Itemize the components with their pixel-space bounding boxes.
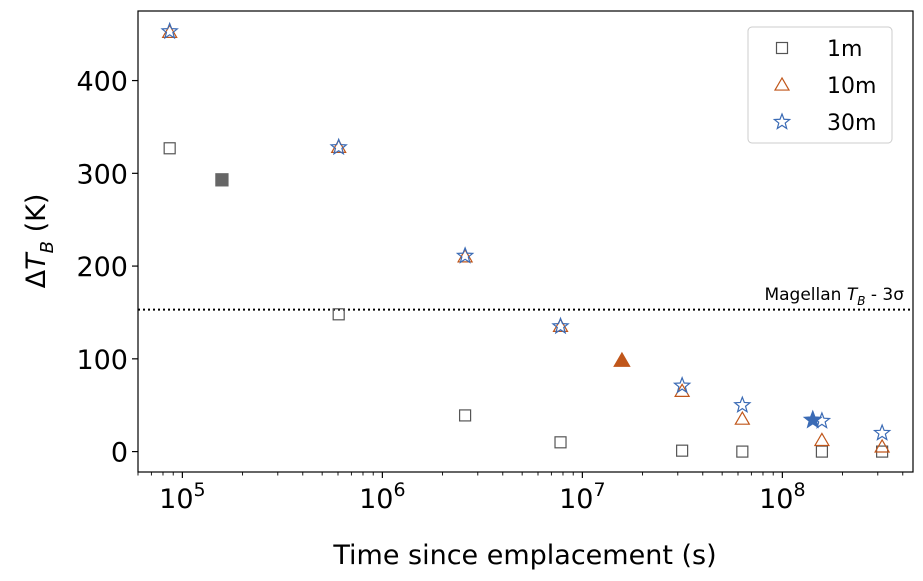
y-axis-label: ΔTB (K): [21, 194, 58, 289]
highlighted-point-triangle: [613, 351, 631, 367]
x-tick-label: 105: [159, 479, 205, 515]
y-tick-label: 300: [76, 159, 128, 190]
highlighted-point-square: [215, 173, 229, 187]
data-point-10m: [674, 383, 691, 397]
data-point-30m: [672, 376, 692, 394]
data-point-30m: [329, 137, 348, 156]
y-axis: 0 100 200 300 400: [76, 67, 138, 469]
x-tick-label: 106: [359, 479, 405, 515]
legend-label-30m: 30m: [827, 111, 876, 136]
highlighted-point-star: [802, 409, 823, 429]
data-point-10m: [457, 248, 474, 263]
plot-area: [138, 21, 913, 458]
legend-marker-1m: [775, 41, 789, 55]
data-point-1m: [332, 308, 345, 321]
magellan-annotation: Magellan TB - 3σ: [764, 285, 904, 308]
data-point-10m: [161, 24, 178, 38]
x-tick-label: 107: [559, 479, 605, 515]
x-tick-label: 108: [759, 479, 805, 515]
data-point-1m: [163, 142, 176, 155]
y-tick-label: 200: [76, 252, 128, 283]
data-point-30m: [872, 423, 892, 441]
legend-label-10m: 10m: [827, 74, 876, 99]
data-point-1m: [676, 444, 689, 457]
axes-frame: [137, 10, 914, 473]
data-point-10m: [874, 438, 891, 453]
y-tick-label: 400: [76, 67, 128, 98]
data-point-30m: [733, 395, 752, 414]
data-point-1m: [458, 409, 472, 422]
legend: 1m 10m 30m: [747, 26, 893, 144]
data-point-10m: [734, 410, 751, 425]
data-point-1m: [554, 436, 567, 449]
data-point-1m: [815, 445, 829, 458]
data-point-10m: [813, 432, 830, 447]
legend-label-1m: 1m: [827, 37, 862, 62]
y-tick-label: 0: [111, 438, 128, 469]
legend-box: [747, 26, 893, 144]
y-tick-label: 100: [76, 345, 128, 376]
data-point-10m: [552, 318, 569, 333]
x-axis-label: Time since emplacement (s): [332, 540, 716, 571]
x-axis: 105 106 107 108: [137, 472, 904, 515]
data-point-30m: [160, 21, 179, 40]
data-point-30m: [455, 246, 475, 264]
data-point-10m: [330, 139, 347, 153]
data-point-1m: [736, 445, 749, 458]
legend-marker-10m: [773, 76, 791, 91]
legend-marker-30m: [772, 112, 792, 130]
data-point-30m: [551, 316, 570, 335]
